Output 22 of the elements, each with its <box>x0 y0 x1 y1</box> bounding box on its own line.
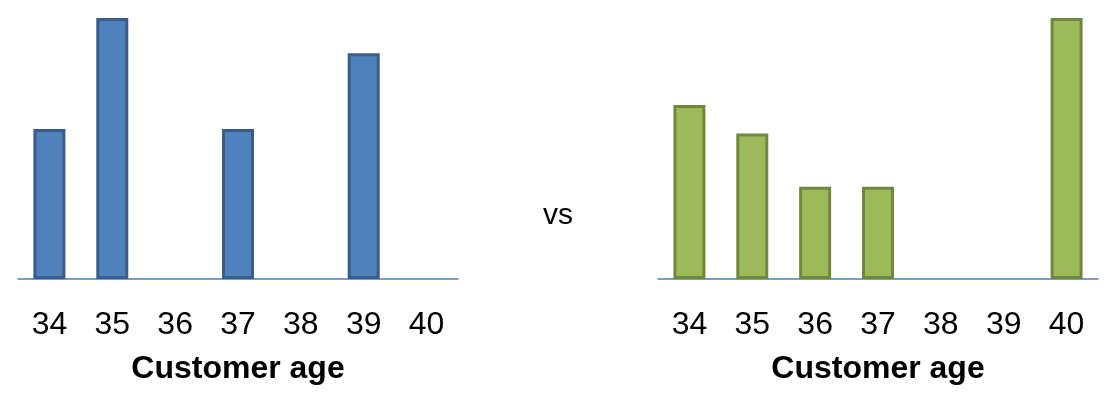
bar <box>736 133 769 279</box>
bar <box>673 104 706 279</box>
x-tick-label: 37 <box>860 305 896 341</box>
x-tick-label: 36 <box>157 305 193 341</box>
x-tick-label: 37 <box>220 305 256 341</box>
x-axis-title: Customer age <box>131 349 345 385</box>
x-axis-title: Customer age <box>771 349 985 385</box>
x-tick-label: 40 <box>408 305 445 341</box>
bar <box>1050 18 1083 279</box>
bar <box>799 186 832 279</box>
x-tick-label: 34 <box>31 305 68 341</box>
x-tick-label: 34 <box>671 305 708 341</box>
x-tick-label: 40 <box>1048 305 1085 341</box>
x-tick-label: 38 <box>923 305 959 341</box>
x-tick-label: 36 <box>797 305 833 341</box>
x-tick-label: 35 <box>734 305 771 341</box>
x-tick-label: 38 <box>283 305 319 341</box>
bar <box>862 186 894 279</box>
x-tick-label: 39 <box>985 305 1022 341</box>
x-tick-label: 35 <box>94 305 131 341</box>
x-tick-label: 39 <box>345 305 382 341</box>
text: vs <box>543 196 573 231</box>
